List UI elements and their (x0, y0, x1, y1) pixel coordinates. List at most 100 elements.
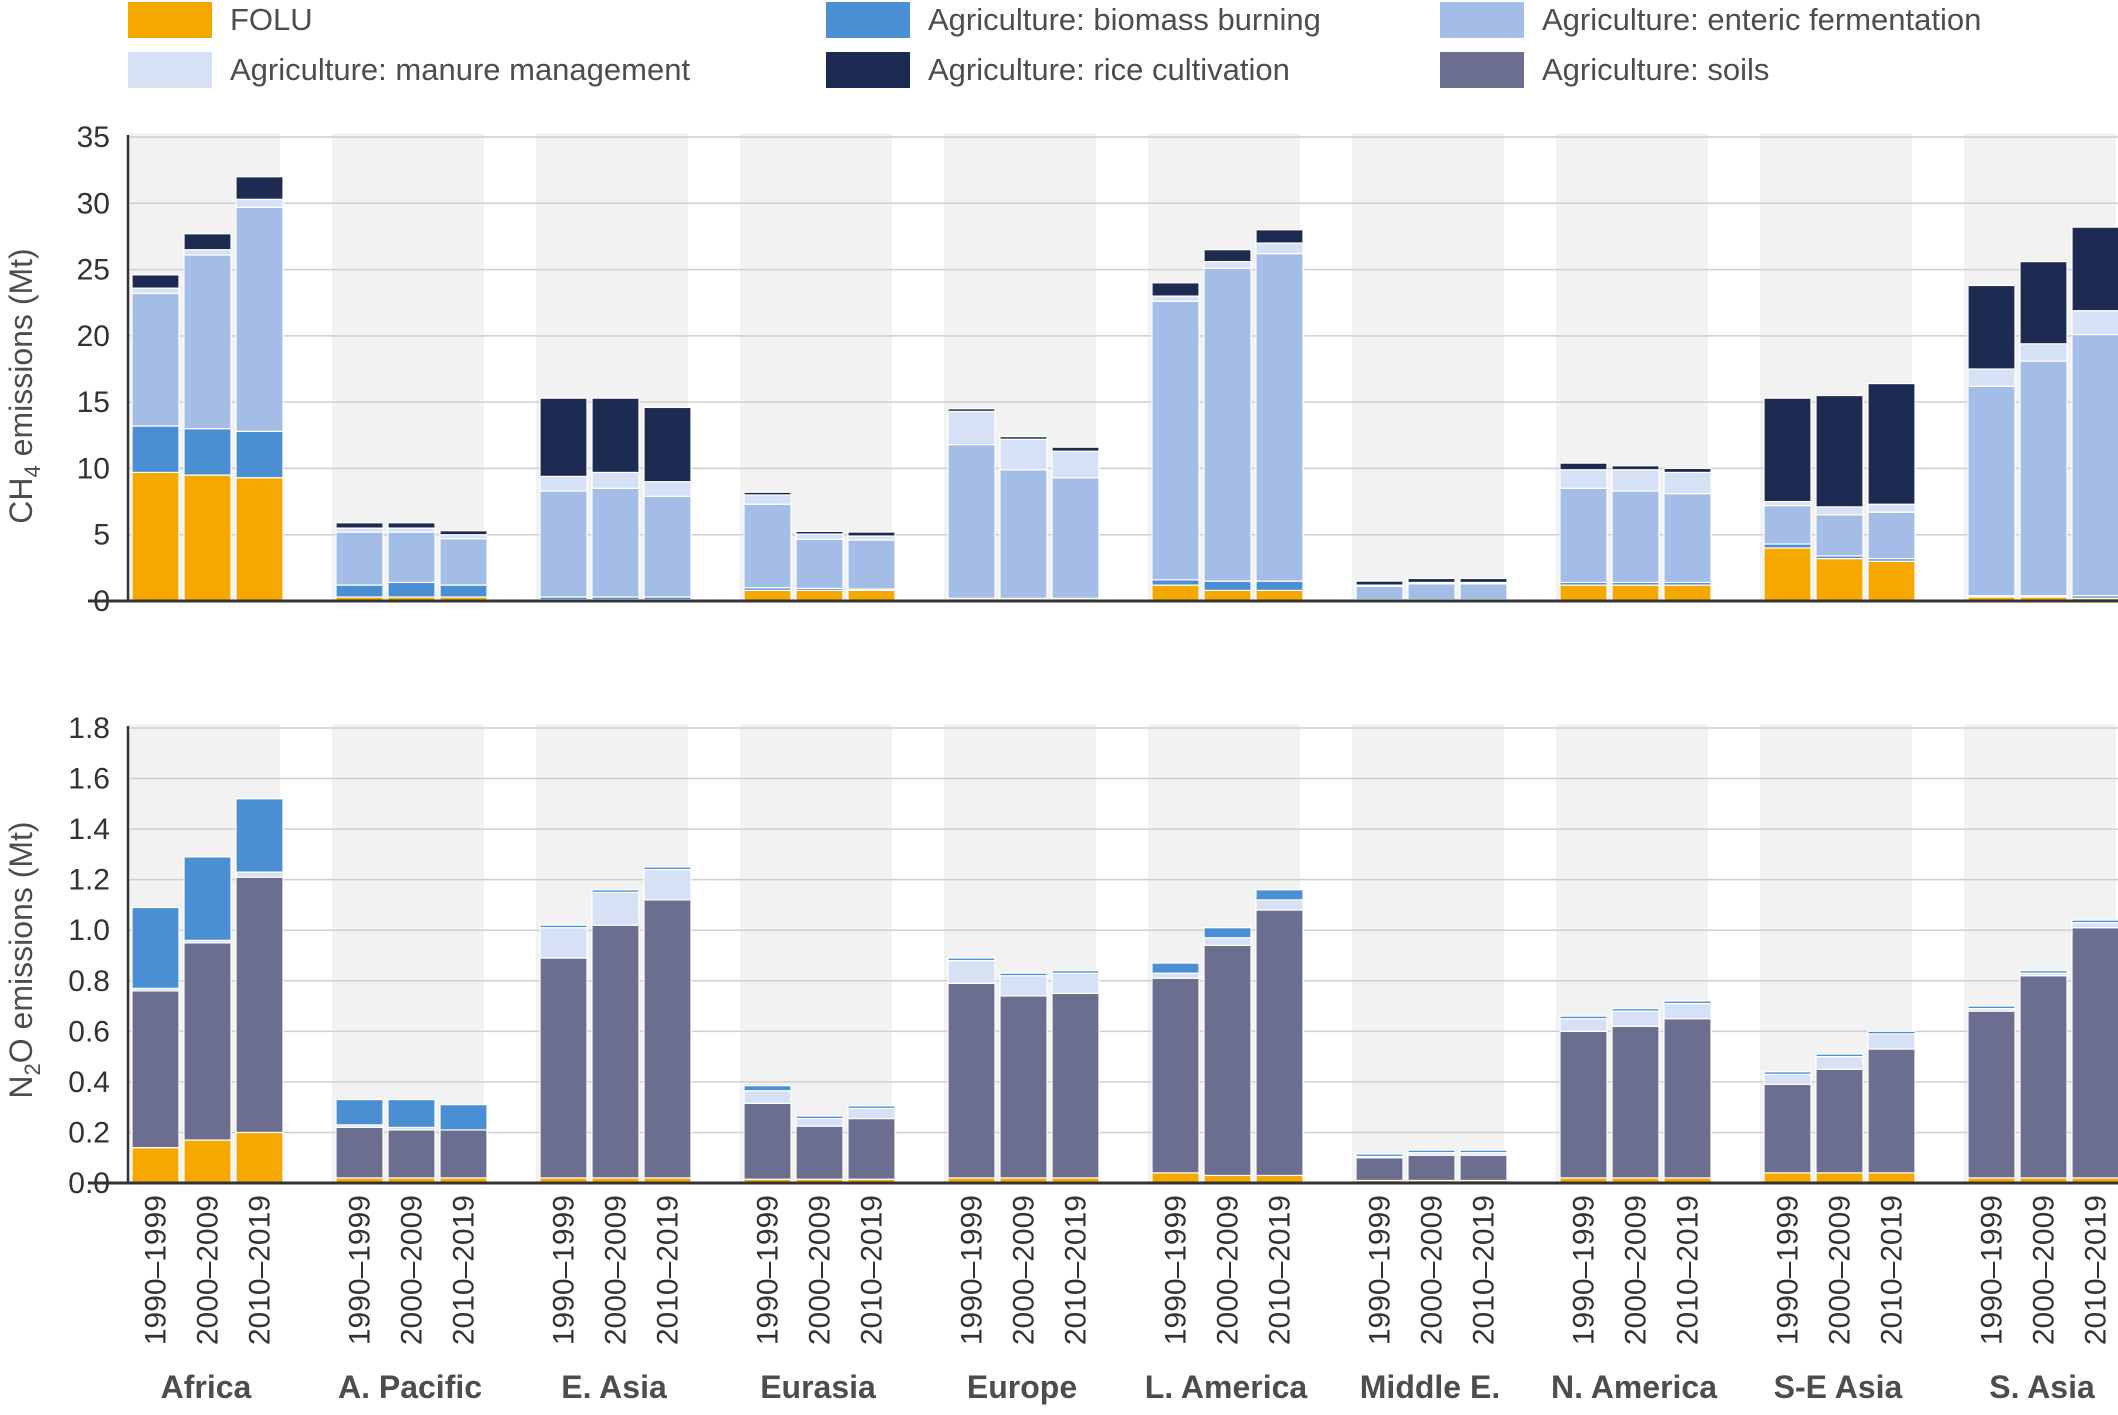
bar-segment-enteric (183, 254, 232, 430)
bar-segment-rice (947, 408, 996, 413)
y-tick-label: 20 (77, 320, 110, 353)
bar-segment-biomass (847, 1105, 896, 1110)
region-band (1352, 133, 1504, 601)
bar-segment-enteric (1663, 493, 1712, 584)
bar-segment-enteric (1459, 583, 1508, 601)
bar-segment-folu (1151, 1172, 1200, 1184)
y-tick-label: 25 (77, 254, 110, 287)
bar-segment-rice (1407, 577, 1456, 584)
period-label: 2010–2019 (1876, 1195, 1909, 1345)
period-label: 2010–2019 (1264, 1195, 1297, 1345)
bar-segment-folu (847, 589, 896, 602)
bar-segment-enteric (2071, 333, 2118, 597)
legend-label-rice: Agriculture: rice cultivation (928, 52, 1290, 87)
bar-segment-soils (1663, 1018, 1712, 1179)
bar-segment-rice (1255, 229, 1304, 244)
chart-legend: FOLU Agriculture: biomass burning Agricult… (0, 0, 2118, 100)
y-tick-label: 1.2 (68, 864, 110, 897)
bar-segment-manure (743, 494, 792, 505)
bar-segment-biomass (1559, 1015, 1608, 1020)
bar-segment-soils (1967, 1010, 2016, 1179)
region-label: Middle E. (1360, 1369, 1500, 1405)
bar-segment-enteric (1815, 514, 1864, 557)
y-tick-label: 0.6 (68, 1015, 110, 1048)
bar-segment-soils (743, 1102, 792, 1180)
bar-segment-enteric (947, 443, 996, 599)
bar-segment-manure (947, 410, 996, 446)
period-label: 2000–2009 (1008, 1195, 1041, 1345)
bar-segment-enteric (235, 206, 284, 432)
bar-segment-manure (539, 475, 588, 492)
bar-segment-manure (539, 927, 588, 959)
bar-segment-biomass (1867, 1030, 1916, 1035)
period-label: 2000–2009 (1620, 1195, 1653, 1345)
period-label: 2000–2009 (1212, 1195, 1245, 1345)
bar-segment-soils (131, 990, 180, 1149)
y-tick-label: 0.0 (68, 1167, 110, 1200)
period-label: 1990–1999 (548, 1195, 581, 1345)
y-tick-label: 30 (77, 187, 110, 220)
bar-segment-soils (643, 899, 692, 1179)
bar-segment-folu (1663, 584, 1712, 602)
bar-segment-biomass (387, 581, 436, 598)
legend-label-biomass: Agriculture: biomass burning (928, 2, 1321, 37)
period-label: 1990–1999 (1568, 1195, 1601, 1345)
region-label: Africa (161, 1369, 252, 1405)
y-tick-label: 0.2 (68, 1116, 110, 1149)
bar-segment-soils (1151, 977, 1200, 1174)
bar-segment-soils (2019, 975, 2068, 1179)
legend-item-enteric: Agriculture: enteric fermentation (1440, 0, 1981, 40)
legend-label-folu: FOLU (230, 2, 313, 37)
bar-segment-enteric (1355, 585, 1404, 601)
bar-segment-rice (335, 522, 384, 529)
bar-segment-soils (1867, 1048, 1916, 1174)
bar-segment-biomass (1151, 579, 1200, 586)
bar-segment-manure (2071, 310, 2118, 336)
legend-label-soils: Agriculture: soils (1542, 52, 1770, 87)
bar-segment-manure (2071, 922, 2118, 929)
period-label: 2000–2009 (600, 1195, 633, 1345)
legend-item-biomass: Agriculture: biomass burning (826, 0, 1321, 40)
region-label: N. America (1551, 1369, 1717, 1405)
bar-segment-enteric (539, 490, 588, 598)
period-label: 2000–2009 (396, 1195, 429, 1345)
bar-segment-rice (2071, 226, 2118, 312)
bar-segment-soils (1355, 1157, 1404, 1182)
bar-segment-rice (387, 522, 436, 529)
bar-segment-manure (1203, 937, 1252, 946)
bar-segment-manure (1255, 899, 1304, 911)
bar-segment-rice (591, 397, 640, 474)
y-tick-label: 1.8 (68, 712, 110, 745)
bar-segment-enteric (591, 487, 640, 598)
bar-segment-biomass (2071, 919, 2118, 924)
bar-segment-soils (947, 982, 996, 1179)
bar-segment-biomass (643, 866, 692, 871)
bar-segment-enteric (743, 503, 792, 589)
bar-segment-soils (539, 957, 588, 1179)
bar-segment-soils (1559, 1030, 1608, 1179)
bar-segment-biomass (591, 889, 640, 893)
bar-segment-rice (1867, 382, 1916, 505)
bar-segment-manure (1151, 972, 1200, 979)
bar-segment-enteric (643, 495, 692, 598)
bar-segment-manure (1663, 1002, 1712, 1020)
region-bands (128, 133, 2116, 1183)
bar-segment-enteric (2019, 360, 2068, 597)
bar-segment-rice (1051, 446, 1100, 452)
bar-segment-rice (795, 530, 844, 535)
period-label: 1990–1999 (1364, 1195, 1397, 1345)
bar-segment-enteric (1611, 490, 1660, 584)
period-label: 2000–2009 (192, 1195, 225, 1345)
n2o-y-axis-title: N2O emissions (Mt) (3, 821, 45, 1098)
bar-segment-rice (1815, 394, 1864, 508)
bar-segment-soils (847, 1117, 896, 1180)
bar-segment-soils (1051, 992, 1100, 1179)
period-label: 2010–2019 (652, 1195, 685, 1345)
y-tick-label: 10 (77, 452, 110, 485)
region-label: Europe (967, 1369, 1077, 1405)
ch4-y-tick-labels: 0 5 10 15 20 25 30 35 (77, 121, 110, 618)
bar-segment-rice (1611, 465, 1660, 471)
period-label: 2000–2009 (1824, 1195, 1857, 1345)
bar-segment-rice (1967, 284, 2016, 370)
bar-segment-soils (999, 995, 1048, 1179)
